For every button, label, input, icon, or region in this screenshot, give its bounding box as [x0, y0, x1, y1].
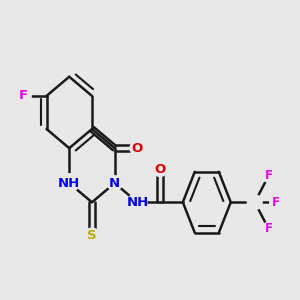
Circle shape	[262, 169, 275, 182]
Circle shape	[248, 195, 262, 210]
Circle shape	[262, 222, 275, 235]
Circle shape	[60, 174, 79, 193]
Text: O: O	[132, 142, 143, 155]
Circle shape	[130, 141, 145, 155]
Text: F: F	[265, 222, 273, 235]
Text: N: N	[109, 177, 120, 190]
Text: O: O	[154, 163, 166, 176]
Circle shape	[16, 88, 31, 103]
Circle shape	[128, 193, 147, 212]
Text: NH: NH	[58, 177, 80, 190]
Text: NH: NH	[126, 196, 148, 209]
Circle shape	[270, 196, 283, 209]
Text: S: S	[87, 229, 97, 242]
Text: F: F	[19, 89, 28, 102]
Circle shape	[153, 162, 167, 176]
Circle shape	[107, 176, 122, 190]
Text: F: F	[265, 169, 273, 182]
Circle shape	[85, 228, 99, 243]
Text: F: F	[272, 196, 280, 209]
